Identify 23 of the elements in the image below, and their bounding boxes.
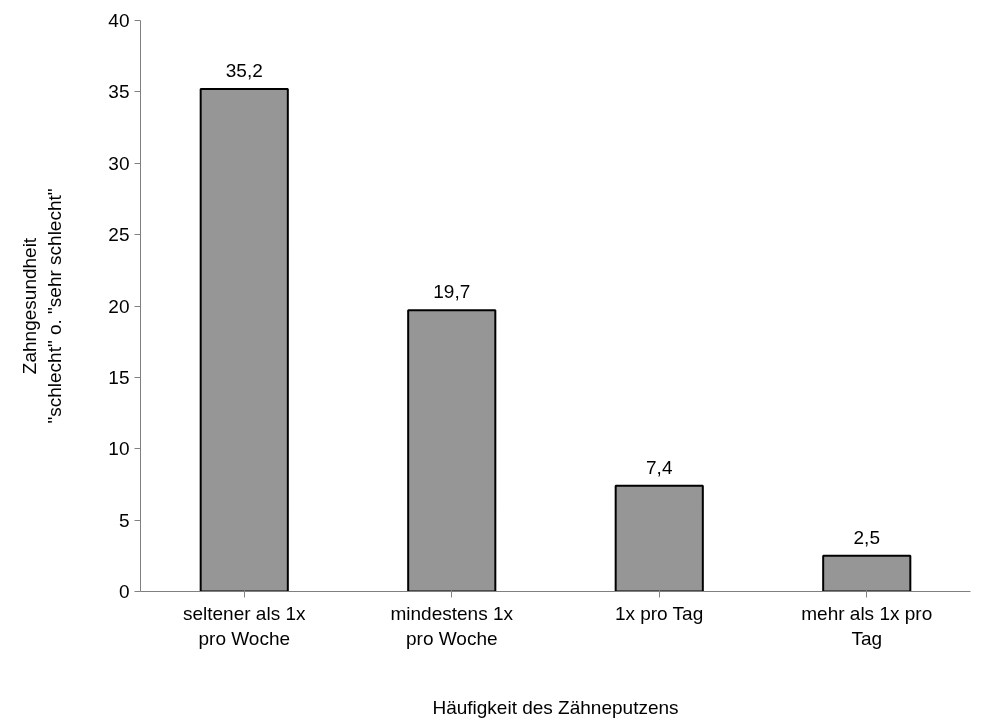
- bar: [614, 484, 704, 592]
- x-tick-label: seltener als 1x pro Woche: [183, 602, 306, 649]
- y-tick-label: 40: [108, 10, 130, 31]
- y-tick-label: 10: [108, 438, 130, 460]
- bar: [199, 88, 289, 592]
- y-tick-label: 20: [108, 295, 130, 317]
- y-tick-label: 0: [118, 581, 130, 602]
- y-tick-label: 5: [118, 509, 130, 531]
- y-tick-label: 35: [108, 81, 130, 103]
- y-tick-label: 30: [108, 152, 130, 174]
- x-axis-title: Häufigkeit des Zähneputzens: [432, 696, 679, 718]
- y-tick-label: 25: [108, 224, 130, 246]
- bar: [822, 554, 912, 592]
- data-label: 7,4: [646, 456, 673, 478]
- data-label: 35,2: [225, 60, 263, 82]
- x-tick-label: mindestens 1x pro Woche: [390, 602, 514, 649]
- y-axis-title: Zahngesundheit "schlecht" o. "sehr schlecht": [19, 188, 66, 424]
- x-tick-label: 1x pro Tag: [614, 602, 704, 624]
- y-tick-label: 15: [108, 366, 130, 388]
- data-label: 19,7: [433, 281, 471, 303]
- bar: [407, 309, 497, 592]
- x-tick-label: mehr als 1x pro Tag: [801, 602, 933, 649]
- data-label: 2,5: [853, 526, 880, 548]
